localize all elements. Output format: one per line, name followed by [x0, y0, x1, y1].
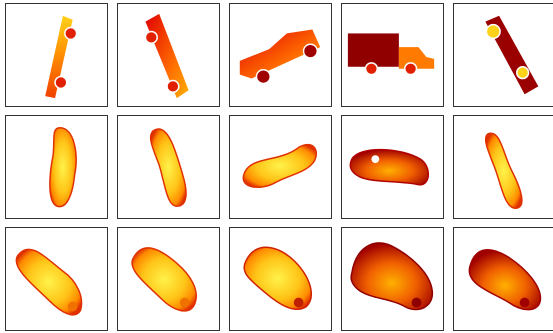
wheel — [65, 28, 77, 40]
wheel — [304, 44, 318, 58]
heatmap-image — [118, 228, 219, 330]
saliency-blob — [243, 145, 316, 188]
panel — [5, 115, 108, 219]
wheel — [294, 298, 304, 308]
wheel — [68, 302, 78, 312]
wheel — [180, 298, 190, 308]
panel — [117, 115, 220, 219]
wheel — [517, 67, 529, 79]
truck-cab — [399, 47, 434, 69]
heatmap-image — [454, 228, 553, 330]
wheel — [520, 298, 530, 308]
wheel — [366, 63, 378, 75]
wheel — [412, 298, 422, 308]
heatmap-image — [6, 116, 107, 218]
panel — [117, 227, 220, 331]
panel — [229, 115, 332, 219]
wheel — [167, 80, 179, 92]
saliency-blob — [151, 129, 186, 206]
car-image — [118, 4, 219, 106]
panel — [453, 115, 553, 219]
saliency-blob — [50, 128, 76, 207]
car-image — [230, 4, 331, 106]
heatmap-image — [230, 228, 331, 330]
truck-box — [348, 33, 399, 66]
panel — [341, 115, 444, 219]
saliency-blob — [469, 250, 540, 310]
car-image — [342, 4, 443, 106]
figure — [0, 0, 553, 333]
wheel — [55, 77, 67, 89]
saliency-blob — [486, 133, 522, 208]
panel — [229, 227, 332, 331]
heatmap-image — [6, 228, 107, 330]
panel — [341, 3, 444, 107]
heatmap-image — [454, 116, 553, 218]
heatmap-image — [342, 228, 443, 330]
heatmap-image — [230, 116, 331, 218]
car-image — [454, 4, 553, 106]
highlight — [371, 155, 379, 163]
panel — [453, 227, 553, 331]
wheel — [256, 70, 270, 84]
panel — [453, 3, 553, 107]
panel — [5, 227, 108, 331]
heatmap-image — [342, 116, 443, 218]
car-image — [6, 4, 107, 106]
heatmap-image — [118, 116, 219, 218]
wheel — [486, 25, 500, 39]
panel — [341, 227, 444, 331]
wheel — [145, 31, 157, 43]
wheel — [405, 63, 417, 75]
saliency-blob — [350, 150, 428, 185]
panel — [229, 3, 332, 107]
panel — [117, 3, 220, 107]
panel — [5, 3, 108, 107]
